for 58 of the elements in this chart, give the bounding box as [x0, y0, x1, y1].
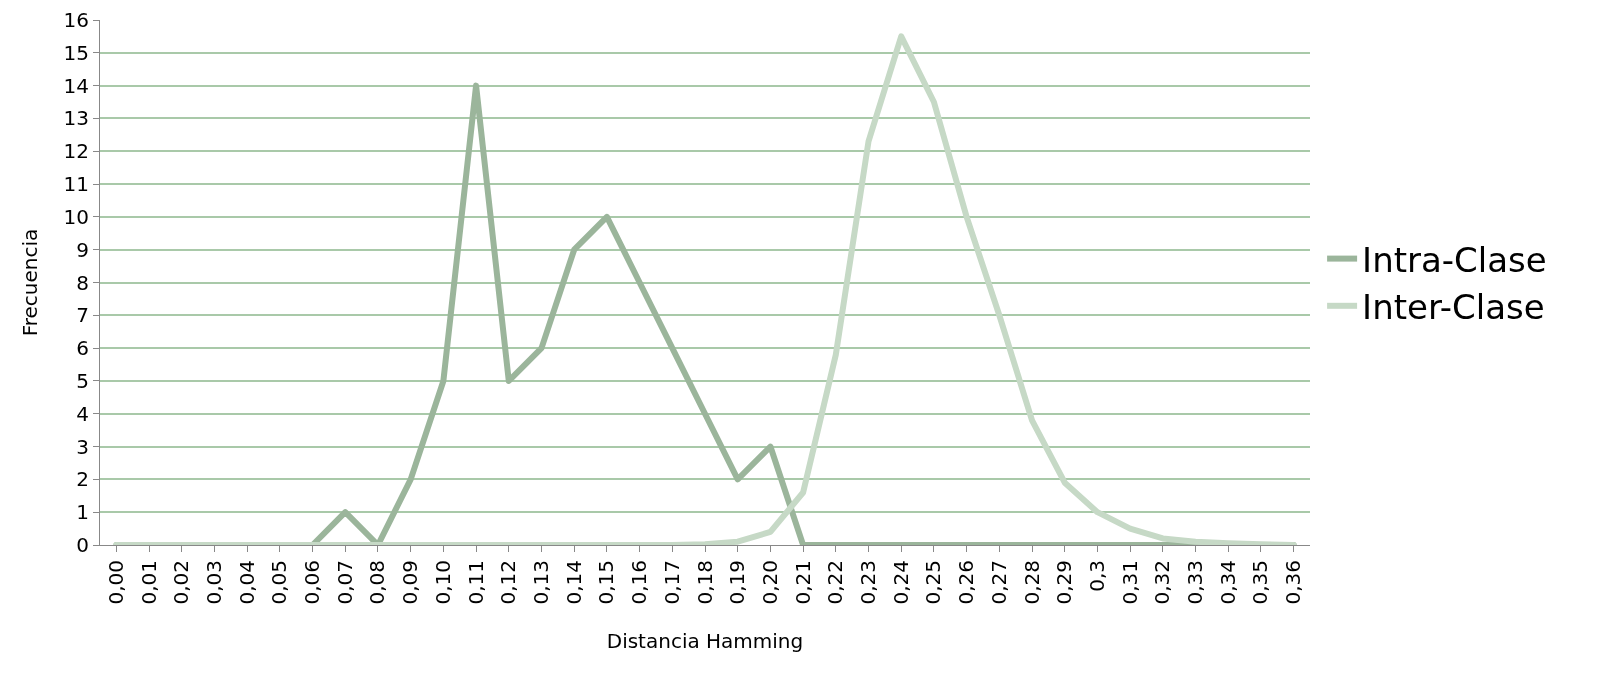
legend-label: Intra-Clase	[1362, 239, 1547, 280]
x-tick-label: 0,27	[986, 560, 1011, 605]
x-tick-label: 0,06	[300, 560, 325, 605]
x-tick-label: 0,17	[659, 560, 684, 605]
x-tick-label: 0,13	[528, 560, 553, 605]
x-tick-label: 0,35	[1248, 560, 1273, 605]
y-tick-label: 14	[63, 73, 89, 98]
x-tick-label: 0,33	[1183, 560, 1208, 605]
y-tick-label: 6	[76, 336, 89, 361]
x-tick-label: 0,09	[398, 560, 423, 605]
x-tick-label: 0,02	[169, 560, 194, 605]
x-tick-label: 0,28	[1019, 560, 1044, 605]
x-tick-label: 0,36	[1281, 560, 1306, 605]
x-tick-label: 0,23	[856, 560, 881, 605]
x-tick-label: 0,01	[136, 560, 161, 605]
legend-label: Inter-Clase	[1362, 287, 1545, 328]
x-tick-label: 0,24	[888, 560, 913, 605]
y-tick-label: 13	[63, 106, 89, 131]
y-tick-label: 7	[76, 303, 89, 328]
x-tick-label: 0,19	[725, 560, 750, 605]
y-tick-label: 10	[63, 204, 89, 229]
x-tick-label: 0,26	[954, 560, 979, 605]
x-tick-label: 0,20	[757, 560, 782, 605]
x-tick-label: 0,22	[823, 560, 848, 605]
x-tick-label: 0,29	[1052, 560, 1077, 605]
x-tick-label: 0,15	[594, 560, 619, 605]
x-tick-label: 0,3	[1084, 560, 1109, 592]
x-tick-label: 0,31	[1117, 560, 1142, 605]
y-tick-label: 12	[63, 139, 89, 164]
x-tick-label: 0,25	[921, 560, 946, 605]
x-axis-title: Distancia Hamming	[606, 629, 804, 654]
y-tick-label: 5	[76, 368, 89, 393]
y-tick-label: 9	[76, 237, 89, 262]
x-tick-label: 0,11	[463, 560, 488, 605]
x-tick-label: 0,21	[790, 560, 815, 605]
y-tick-label: 2	[76, 467, 89, 492]
x-tick-label: 0,16	[627, 560, 652, 605]
x-tick-label: 0,18	[692, 560, 717, 605]
x-tick-label: 0,08	[365, 560, 390, 605]
y-tick-label: 15	[63, 40, 89, 65]
x-tick-label: 0,04	[234, 560, 259, 605]
y-tick-label: 8	[76, 270, 89, 295]
y-tick-label: 16	[63, 8, 89, 32]
x-tick-label: 0,34	[1215, 560, 1240, 605]
y-axis-title: Frecuencia	[18, 228, 43, 337]
x-tick-label: 0,00	[103, 560, 128, 605]
x-tick-label: 0,12	[496, 560, 521, 605]
x-tick-label: 0,07	[332, 560, 357, 605]
x-tick-label: 0,03	[201, 560, 226, 605]
x-tick-label: 0,10	[430, 560, 455, 605]
y-tick-label: 1	[76, 500, 89, 525]
y-tick-label: 11	[63, 172, 89, 197]
y-tick-label: 0	[76, 533, 89, 557]
x-tick-label: 0,05	[267, 560, 292, 605]
x-tick-label: 0,32	[1150, 560, 1175, 605]
y-tick-label: 4	[76, 401, 89, 426]
y-tick-label: 3	[76, 434, 89, 459]
x-tick-label: 0,14	[561, 560, 586, 605]
